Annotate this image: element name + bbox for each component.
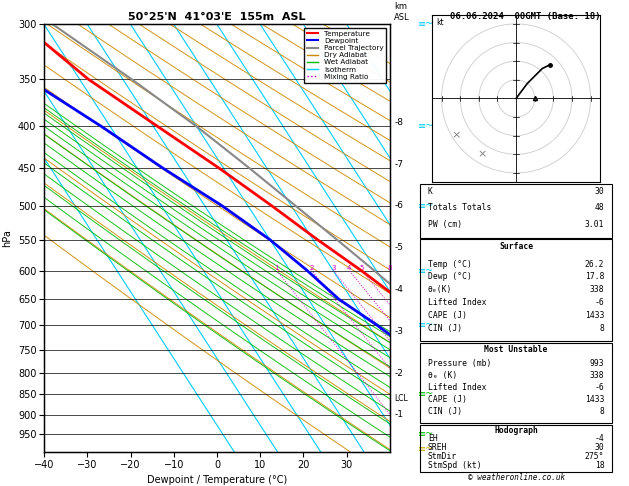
Text: 30: 30 (594, 187, 604, 196)
Text: CIN (J): CIN (J) (428, 324, 462, 333)
Text: 1: 1 (274, 264, 279, 271)
Text: ×: × (452, 131, 461, 140)
Text: SREH: SREH (428, 443, 447, 452)
Text: -2: -2 (394, 368, 403, 378)
Legend: Temperature, Dewpoint, Parcel Trajectory, Dry Adiabat, Wet Adiabat, Isotherm, Mi: Temperature, Dewpoint, Parcel Trajectory… (304, 28, 386, 83)
Text: Totals Totals: Totals Totals (428, 203, 491, 212)
Text: 06.06.2024  00GMT (Base: 18): 06.06.2024 00GMT (Base: 18) (450, 12, 601, 21)
Text: © weatheronline.co.uk: © weatheronline.co.uk (467, 473, 565, 482)
Text: ×: × (478, 149, 487, 159)
Title: 50°25'N  41°03'E  155m  ASL: 50°25'N 41°03'E 155m ASL (128, 12, 306, 22)
Text: 275°: 275° (585, 452, 604, 461)
Text: ≡~: ≡~ (418, 19, 434, 29)
Text: Surface: Surface (499, 242, 533, 251)
Text: -1: -1 (394, 410, 403, 419)
Text: Lifted Index: Lifted Index (428, 383, 486, 392)
Text: 3.01: 3.01 (585, 220, 604, 228)
Text: -8: -8 (394, 118, 403, 127)
Text: CAPE (J): CAPE (J) (428, 395, 467, 404)
Text: Lifted Index: Lifted Index (428, 298, 486, 307)
Text: Hodograph: Hodograph (494, 426, 538, 435)
Text: Pressure (mb): Pressure (mb) (428, 359, 491, 368)
Text: ≡~: ≡~ (418, 201, 434, 211)
Text: 1433: 1433 (585, 395, 604, 404)
Text: Most Unstable: Most Unstable (484, 345, 548, 354)
Text: θₑ(K): θₑ(K) (428, 285, 452, 295)
Text: StmDir: StmDir (428, 452, 457, 461)
Text: ≡~: ≡~ (418, 445, 434, 454)
Text: Temp (°C): Temp (°C) (428, 260, 472, 269)
Text: ≡~: ≡~ (418, 429, 434, 439)
Text: LCL: LCL (394, 394, 408, 403)
Text: 48: 48 (594, 203, 604, 212)
Text: -3: -3 (394, 327, 403, 336)
Text: PW (cm): PW (cm) (428, 220, 462, 228)
Text: 1433: 1433 (585, 311, 604, 320)
Text: 30: 30 (594, 443, 604, 452)
Text: 338: 338 (590, 285, 604, 295)
Text: Dewp (°C): Dewp (°C) (428, 273, 472, 281)
Text: CIN (J): CIN (J) (428, 407, 462, 417)
Y-axis label: hPa: hPa (3, 229, 12, 247)
Text: km
ASL: km ASL (394, 2, 409, 21)
Text: -6: -6 (394, 201, 403, 210)
Text: StmSpd (kt): StmSpd (kt) (428, 461, 481, 470)
Text: -4: -4 (394, 285, 403, 294)
Text: 2: 2 (309, 264, 314, 271)
Text: K: K (428, 187, 433, 196)
Text: 8: 8 (599, 324, 604, 333)
Text: ≡~: ≡~ (418, 389, 434, 399)
Text: -6: -6 (594, 298, 604, 307)
Text: θₑ (K): θₑ (K) (428, 371, 457, 380)
Text: 8: 8 (599, 407, 604, 417)
Text: ≡~: ≡~ (418, 320, 434, 330)
Text: kt: kt (436, 18, 443, 27)
Text: 3: 3 (331, 264, 336, 271)
Text: -5: -5 (394, 243, 403, 252)
Text: 338: 338 (590, 371, 604, 380)
Text: 17.8: 17.8 (585, 273, 604, 281)
Text: ≡~: ≡~ (418, 265, 434, 276)
Text: -4: -4 (594, 434, 604, 443)
Text: 18: 18 (594, 461, 604, 470)
Text: EH: EH (428, 434, 438, 443)
Text: CAPE (J): CAPE (J) (428, 311, 467, 320)
Text: -6: -6 (594, 383, 604, 392)
Text: -7: -7 (394, 159, 403, 169)
X-axis label: Dewpoint / Temperature (°C): Dewpoint / Temperature (°C) (147, 475, 287, 485)
Text: 993: 993 (590, 359, 604, 368)
Text: 4: 4 (347, 264, 352, 271)
Text: ≡~: ≡~ (418, 122, 434, 132)
Text: 26.2: 26.2 (585, 260, 604, 269)
Text: 8: 8 (387, 264, 392, 271)
Text: 5: 5 (360, 264, 364, 271)
